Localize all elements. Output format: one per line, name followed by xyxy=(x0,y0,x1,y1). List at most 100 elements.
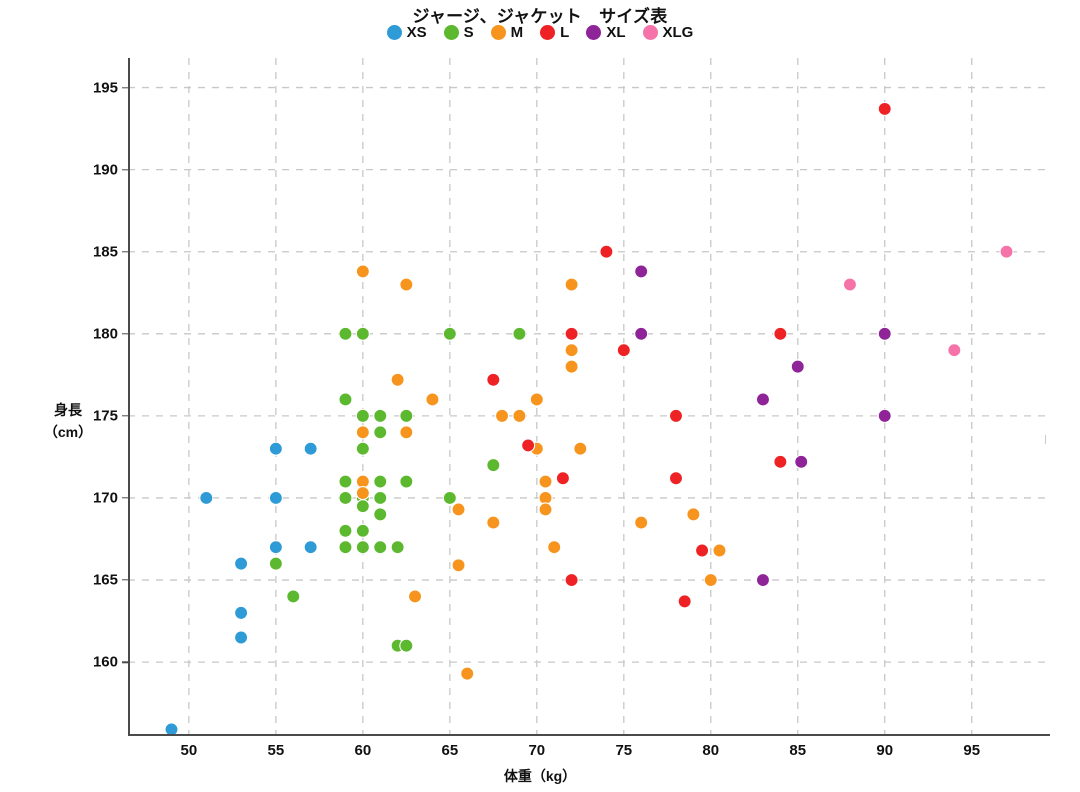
data-point-m xyxy=(564,277,579,292)
legend-swatch-icon xyxy=(642,25,658,40)
data-point-m xyxy=(451,502,466,517)
data-point-s xyxy=(390,540,405,555)
x-tick-label: 75 xyxy=(615,742,633,759)
y-tick-mark xyxy=(122,168,128,171)
legend-item-m[interactable]: M xyxy=(490,24,524,41)
legend-item-xs[interactable]: XS xyxy=(386,25,427,40)
x-axis-title: 体重（kg） xyxy=(503,768,577,784)
data-point-s xyxy=(373,507,388,522)
data-point-s xyxy=(373,474,388,489)
y-tick-label: 170 xyxy=(92,489,118,507)
data-point-l xyxy=(677,594,692,609)
data-point-m xyxy=(564,359,579,374)
legend-item-label: XL xyxy=(606,24,626,41)
data-point-l xyxy=(486,372,501,387)
data-point-s xyxy=(338,474,353,489)
legend-swatch-icon xyxy=(586,25,602,40)
x-tick-label: 60 xyxy=(354,742,372,759)
data-point-m xyxy=(399,277,414,292)
x-tick-label: 55 xyxy=(267,742,285,759)
y-tick-mark xyxy=(122,661,128,663)
y-axis-spine xyxy=(128,58,130,736)
y-tick-label: 180 xyxy=(92,325,118,343)
stray-tick-mark xyxy=(1045,435,1046,444)
data-point-s xyxy=(486,458,501,473)
y-tick-label: 185 xyxy=(92,243,118,261)
y-tick-label: 190 xyxy=(92,161,118,179)
data-point-m xyxy=(451,558,466,573)
legend-item-label: XLG xyxy=(662,24,694,41)
legend-item-label: L xyxy=(560,24,570,41)
x-tick-label: 65 xyxy=(441,742,459,759)
data-point-xlg xyxy=(842,277,857,292)
data-point-s xyxy=(286,589,301,604)
data-point-m xyxy=(390,372,405,387)
data-point-m xyxy=(407,589,423,604)
legend-item-label: M xyxy=(510,24,524,41)
x-tick-label: 95 xyxy=(963,742,981,759)
x-tick-label: 90 xyxy=(876,742,894,759)
x-tick-label: 70 xyxy=(528,742,546,759)
data-point-xs xyxy=(234,605,249,620)
data-point-l xyxy=(695,543,710,558)
y-tick-mark xyxy=(122,333,128,335)
x-tick-label: 50 xyxy=(180,742,198,759)
data-point-s xyxy=(373,425,388,440)
data-point-xl xyxy=(794,454,809,469)
y-tick-mark xyxy=(122,579,128,581)
y-tick-label: 195 xyxy=(92,79,118,97)
y-tick-mark xyxy=(122,497,128,499)
plot-canvas xyxy=(128,58,1050,737)
data-point-m xyxy=(460,666,475,681)
legend-item-xlg[interactable]: XLG xyxy=(642,24,694,41)
legend-swatch-icon xyxy=(540,25,556,40)
y-tick-label: 160 xyxy=(92,653,118,671)
y-tick-label: 175 xyxy=(92,407,118,425)
legend-item-label: S xyxy=(463,24,474,41)
plot-wrapper xyxy=(128,58,1050,737)
legend-swatch-icon xyxy=(490,25,506,40)
y-tick-mark xyxy=(122,415,128,417)
data-point-xs xyxy=(234,630,249,645)
data-point-s xyxy=(338,523,353,538)
legend-item-l[interactable]: L xyxy=(540,25,569,40)
data-point-s xyxy=(390,638,405,653)
data-point-l xyxy=(555,471,570,486)
legend-item-s[interactable]: S xyxy=(443,24,474,41)
legend-swatch-icon xyxy=(443,25,459,40)
data-point-s xyxy=(399,638,414,653)
x-tick-label: 85 xyxy=(789,742,807,759)
data-point-m xyxy=(547,540,562,555)
data-point-s xyxy=(338,540,353,555)
data-point-m xyxy=(538,474,553,489)
y-tick-label: 165 xyxy=(92,571,118,589)
data-point-m xyxy=(399,425,414,440)
data-point-m xyxy=(538,502,553,517)
data-point-s xyxy=(373,540,388,555)
data-point-xlg xyxy=(947,343,962,358)
data-point-s xyxy=(338,392,353,407)
legend-item-xl[interactable]: XL xyxy=(586,24,626,41)
data-point-l xyxy=(668,471,684,486)
x-tick-labels: 50 55 60 65 70 75 80 85 90 95 xyxy=(0,736,1080,776)
data-point-m xyxy=(486,515,501,530)
data-point-xs xyxy=(303,540,318,555)
y-tick-mark xyxy=(122,251,128,253)
data-point-m xyxy=(712,543,727,558)
data-point-l xyxy=(773,454,788,469)
x-axis-spine xyxy=(128,734,1050,736)
data-point-m xyxy=(425,392,440,407)
data-point-m xyxy=(686,507,701,522)
y-tick-mark xyxy=(122,86,128,89)
data-point-m xyxy=(573,441,588,456)
data-point-m xyxy=(634,515,649,530)
data-point-xl xyxy=(634,264,649,279)
legend-swatch-icon xyxy=(386,25,402,40)
data-point-l xyxy=(521,438,536,453)
chart-title: ジャージ、ジャケット サイズ表 xyxy=(412,7,668,26)
y-axis-title: 身長 （cm） xyxy=(43,402,93,440)
x-tick-label: 80 xyxy=(702,742,720,759)
data-point-xs xyxy=(303,441,318,456)
data-point-s xyxy=(399,474,414,489)
